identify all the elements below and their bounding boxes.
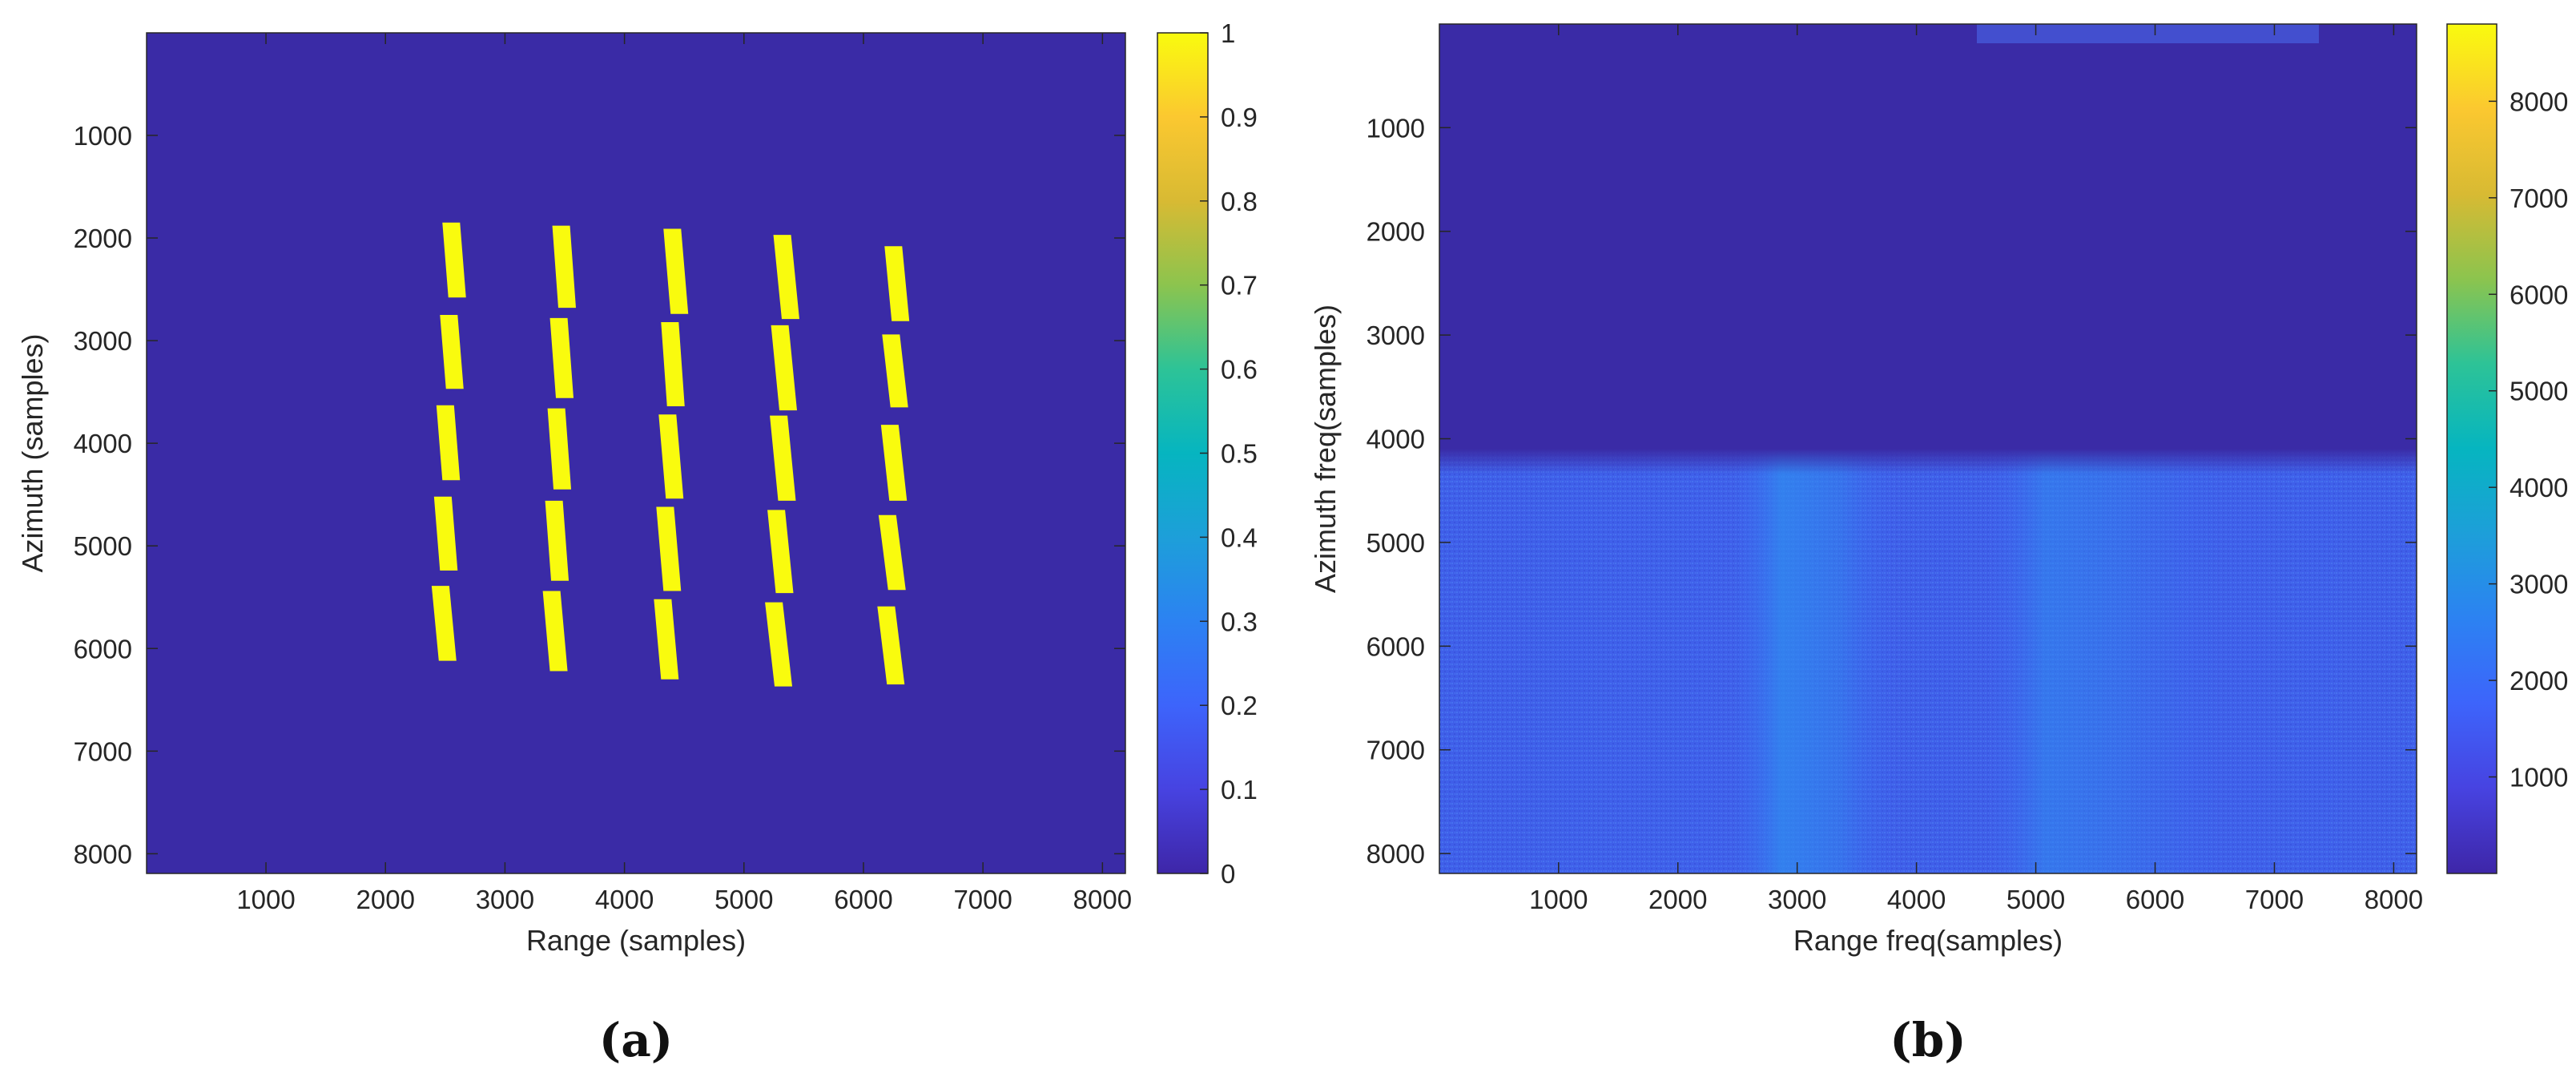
a-y-tick-label-7: 8000: [74, 839, 132, 869]
a-target-2-4: [654, 599, 679, 680]
a-cb-tick-label-7: 0.7: [1221, 271, 1258, 300]
a-heatmap-background: [147, 33, 1125, 873]
a-target-1-2: [547, 408, 572, 490]
a-panel-label: (a): [599, 1013, 673, 1067]
b-y-tick-label-7: 8000: [1366, 839, 1425, 869]
a-target-3-3: [767, 510, 794, 594]
a-target-4-4: [877, 606, 905, 685]
panel-b: 1000 2000 3000 4000 5000 6000 7000 8000 1000 2000…: [1309, 23, 2568, 1067]
a-x-tick-label-6: 7000: [953, 885, 1012, 914]
a-colorbar: [1157, 33, 1208, 873]
a-cb-tick-label-8: 0.8: [1221, 187, 1258, 216]
a-y-tick-label-5: 6000: [74, 634, 132, 663]
b-colorbar: [2447, 24, 2497, 873]
b-x-tick-label-7: 8000: [2365, 885, 2423, 914]
a-target-2-2: [658, 414, 684, 499]
a-target-0-2: [436, 405, 461, 481]
b-x-tick-label-0: 1000: [1529, 885, 1588, 914]
b-x-tick-label-5: 6000: [2126, 885, 2184, 914]
b-y-tick-label-5: 6000: [1366, 631, 1425, 661]
b-heatmap-top-patch: [1977, 24, 2319, 43]
b-cb-tick-label-5: 6000: [2510, 280, 2568, 309]
b-x-tick-label-4: 5000: [2006, 885, 2065, 914]
a-target-0-1: [440, 315, 464, 389]
a-cb-tick-label-5: 0.5: [1221, 439, 1258, 469]
a-axes-box: [146, 32, 1126, 874]
a-target-0-3: [433, 496, 458, 571]
a-y-tick-label-2: 3000: [74, 326, 132, 356]
b-y-tick-label-3: 4000: [1366, 425, 1425, 454]
a-cb-tick-label-6: 0.6: [1221, 355, 1258, 385]
b-colorbar-frame: [2446, 23, 2498, 874]
b-y-tick-label-1: 2000: [1366, 217, 1425, 247]
b-cb-tick-label-0: 1000: [2510, 763, 2568, 793]
a-target-3-4: [765, 602, 793, 687]
b-cb-tick-label-3: 4000: [2510, 473, 2568, 502]
b-cb-tick-label-6: 7000: [2510, 184, 2568, 213]
a-target-1-0: [552, 225, 576, 309]
a-target-4-0: [884, 246, 910, 321]
a-x-tick-label-0: 1000: [236, 885, 295, 914]
a-target-4-3: [878, 514, 906, 591]
a-target-3-1: [771, 325, 797, 411]
a-cb-tick-label-2: 0.2: [1221, 691, 1258, 720]
b-axes-box: [1439, 23, 2417, 874]
b-y-tick-label-2: 3000: [1366, 321, 1425, 350]
a-y-tick-label-6: 7000: [74, 736, 132, 766]
b-x-tick-label-1: 2000: [1648, 885, 1707, 914]
a-x-tick-label-4: 5000: [714, 885, 773, 914]
b-cb-tick-label-1: 2000: [2510, 666, 2568, 696]
a-target-1-3: [545, 500, 570, 581]
b-cb-tick-label-4: 5000: [2510, 377, 2568, 406]
a-cb-tick-label-10: 1: [1221, 18, 1235, 48]
a-target-0-0: [442, 222, 466, 298]
a-target-1-1: [549, 317, 574, 398]
a-target-0-4: [431, 586, 457, 661]
a-y-axis-label: Azimuth (samples): [16, 333, 49, 572]
b-y-tick-label-6: 7000: [1366, 736, 1425, 765]
a-target-3-0: [773, 235, 799, 320]
a-cb-tick-label-1: 0.1: [1221, 775, 1258, 805]
a-target-1-4: [542, 591, 568, 672]
a-target-2-3: [656, 506, 682, 591]
b-x-tick-label-3: 4000: [1887, 885, 1946, 914]
a-cb-tick-label-0: 0: [1221, 859, 1235, 889]
a-target-3-2: [770, 415, 796, 501]
b-x-tick-label-2: 3000: [1768, 885, 1826, 914]
a-x-tick-label-2: 3000: [476, 885, 534, 914]
a-y-tick-label-4: 5000: [74, 531, 132, 561]
a-target-2-1: [661, 322, 685, 407]
a-y-tick-label-1: 2000: [74, 224, 132, 253]
b-y-tick-label-0: 1000: [1366, 113, 1425, 143]
b-y-tick-label-4: 5000: [1366, 528, 1425, 558]
a-cb-tick-label-4: 0.4: [1221, 522, 1258, 552]
panel-a: 1000 2000 3000 4000 5000 6000 7000 8000 1000 2000…: [16, 18, 1258, 1067]
a-y-tick-label-0: 1000: [74, 121, 132, 151]
a-x-axis-label: Range (samples): [526, 924, 746, 957]
b-x-axis-label: Range freq(samples): [1793, 924, 2063, 957]
a-target-4-1: [882, 334, 908, 408]
a-x-tick-label-1: 2000: [356, 885, 415, 914]
a-cb-tick-label-9: 0.9: [1221, 103, 1258, 132]
a-target-4-2: [880, 425, 908, 501]
b-cb-tick-label-2: 3000: [2510, 570, 2568, 599]
b-heatmap-upper-band: [1439, 24, 2417, 873]
a-target-2-0: [663, 228, 689, 314]
b-cb-tick-label-7: 8000: [2510, 87, 2568, 116]
b-panel-label: (b): [1890, 1013, 1966, 1067]
b-y-axis-label: Azimuth freq(samples): [1309, 305, 1342, 593]
a-x-tick-label-3: 4000: [595, 885, 654, 914]
a-y-tick-label-3: 4000: [74, 429, 132, 458]
b-x-tick-label-6: 7000: [2245, 885, 2304, 914]
a-x-tick-label-5: 6000: [834, 885, 892, 914]
a-cb-tick-label-3: 0.3: [1221, 607, 1258, 636]
a-x-tick-label-7: 8000: [1073, 885, 1132, 914]
